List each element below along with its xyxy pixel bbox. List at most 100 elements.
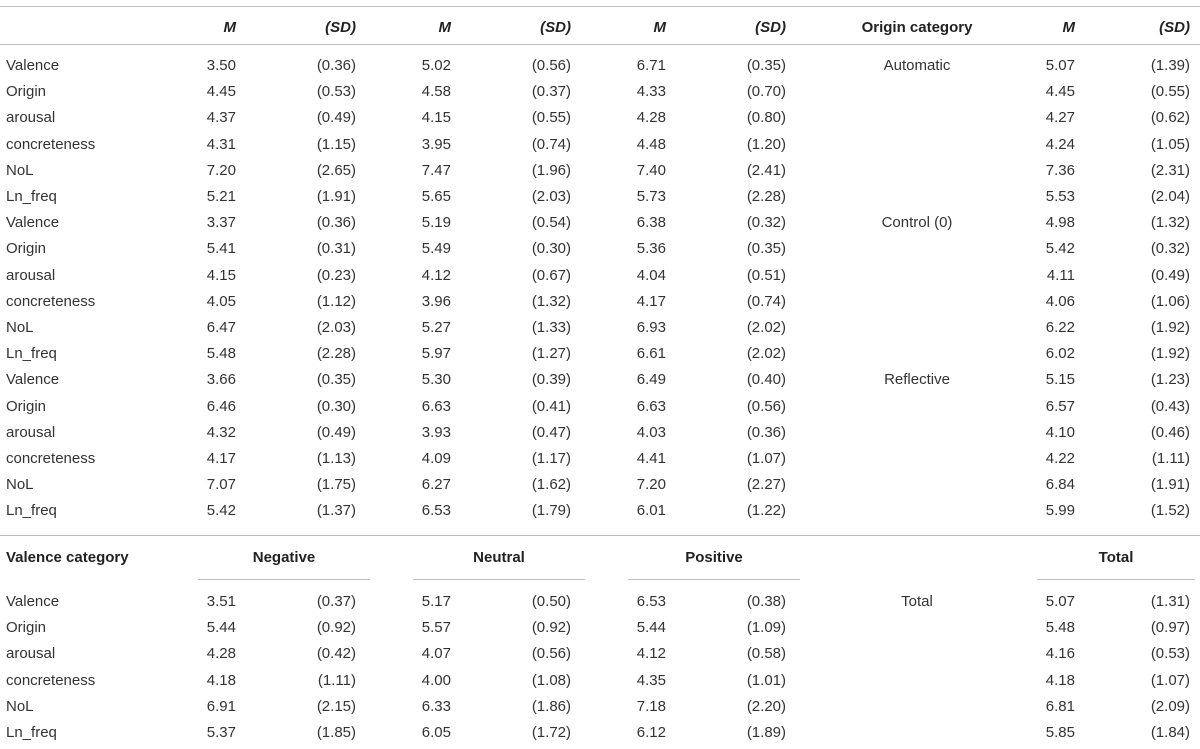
neutral-mean-cell: 5.19 bbox=[421, 214, 451, 231]
negative-mean-cell: 3.66 bbox=[206, 371, 236, 388]
valence-category-label: Valence category bbox=[6, 549, 129, 566]
header-origin-category: Origin category bbox=[861, 19, 973, 36]
negative-underline bbox=[198, 579, 370, 580]
total-sd-cell: (1.06) bbox=[1150, 293, 1190, 310]
neutral-mean-cell: 5.49 bbox=[421, 240, 451, 257]
neutral-mean-cell: 5.30 bbox=[421, 371, 451, 388]
negative-sd-cell: (1.13) bbox=[316, 450, 356, 467]
negative-sd-cell: (2.15) bbox=[316, 698, 356, 715]
neutral-sd-cell: (0.47) bbox=[531, 424, 571, 441]
neutral-mean-cell: 4.12 bbox=[421, 267, 451, 284]
neutral-sd-cell: (0.54) bbox=[531, 214, 571, 231]
row-label: concreteness bbox=[6, 293, 96, 310]
negative-sd-cell: (0.49) bbox=[316, 109, 356, 126]
category-positive: Positive bbox=[685, 549, 743, 566]
total-mean-cell: 6.22 bbox=[1045, 319, 1075, 336]
positive-sd-cell: (1.22) bbox=[746, 502, 786, 519]
row-label: Valence bbox=[6, 593, 60, 610]
positive-sd-cell: (1.07) bbox=[746, 450, 786, 467]
negative-sd-cell: (1.15) bbox=[316, 136, 356, 153]
negative-sd-cell: (1.91) bbox=[316, 188, 356, 205]
origin-category-cell: Total bbox=[901, 593, 933, 610]
total-sd-cell: (1.31) bbox=[1150, 593, 1190, 610]
total-sd-cell: (1.92) bbox=[1150, 345, 1190, 362]
negative-sd-cell: (0.92) bbox=[316, 619, 356, 636]
neutral-mean-cell: 6.53 bbox=[421, 502, 451, 519]
negative-mean-cell: 3.50 bbox=[206, 57, 236, 74]
neutral-sd-cell: (1.32) bbox=[531, 293, 571, 310]
positive-mean-cell: 4.03 bbox=[636, 424, 666, 441]
positive-mean-cell: 5.36 bbox=[636, 240, 666, 257]
neutral-sd-cell: (0.74) bbox=[531, 136, 571, 153]
neutral-sd-cell: (1.86) bbox=[531, 698, 571, 715]
positive-mean-cell: 6.53 bbox=[636, 593, 666, 610]
top-rule bbox=[0, 6, 1200, 7]
total-mean-cell: 5.42 bbox=[1045, 240, 1075, 257]
negative-mean-cell: 5.41 bbox=[206, 240, 236, 257]
neutral-sd-cell: (1.96) bbox=[531, 162, 571, 179]
negative-mean-cell: 4.28 bbox=[206, 645, 236, 662]
positive-mean-cell: 7.40 bbox=[636, 162, 666, 179]
positive-mean-cell: 6.38 bbox=[636, 214, 666, 231]
row-label: Ln_freq bbox=[6, 188, 57, 205]
total-mean-cell: 7.36 bbox=[1045, 162, 1075, 179]
negative-sd-cell: (0.42) bbox=[316, 645, 356, 662]
total-mean-cell: 5.53 bbox=[1045, 188, 1075, 205]
total-sd-cell: (1.52) bbox=[1150, 502, 1190, 519]
header-m-neutral: M bbox=[438, 19, 452, 36]
total-mean-cell: 4.27 bbox=[1045, 109, 1075, 126]
total-mean-cell: 4.11 bbox=[1046, 267, 1075, 284]
negative-mean-cell: 7.20 bbox=[206, 162, 236, 179]
positive-mean-cell: 4.35 bbox=[636, 672, 666, 689]
row-label: concreteness bbox=[6, 672, 96, 689]
negative-sd-cell: (0.31) bbox=[316, 240, 356, 257]
positive-sd-cell: (2.27) bbox=[746, 476, 786, 493]
total-mean-cell: 5.07 bbox=[1045, 593, 1075, 610]
neutral-sd-cell: (0.39) bbox=[531, 371, 571, 388]
total-sd-cell: (1.07) bbox=[1150, 672, 1190, 689]
negative-sd-cell: (2.28) bbox=[316, 345, 356, 362]
positive-sd-cell: (0.40) bbox=[746, 371, 786, 388]
row-label: Origin bbox=[6, 619, 47, 636]
negative-sd-cell: (0.35) bbox=[316, 371, 356, 388]
positive-mean-cell: 6.63 bbox=[636, 398, 666, 415]
neutral-mean-cell: 4.58 bbox=[421, 83, 451, 100]
total-mean-cell: 4.22 bbox=[1045, 450, 1075, 467]
header-sd-negative: (SD) bbox=[325, 19, 356, 36]
header-m-total: M bbox=[1062, 19, 1076, 36]
positive-mean-cell: 4.04 bbox=[636, 267, 666, 284]
negative-mean-cell: 4.31 bbox=[206, 136, 236, 153]
row-label: arousal bbox=[6, 267, 56, 284]
row-label: Origin bbox=[6, 240, 47, 257]
neutral-mean-cell: 4.07 bbox=[421, 645, 451, 662]
positive-sd-cell: (0.32) bbox=[746, 214, 786, 231]
neutral-sd-cell: (0.30) bbox=[531, 240, 571, 257]
total-sd-cell: (1.11) bbox=[1151, 450, 1190, 467]
row-label: NoL bbox=[6, 476, 34, 493]
neutral-sd-cell: (1.08) bbox=[531, 672, 571, 689]
total-mean-cell: 5.07 bbox=[1045, 57, 1075, 74]
positive-sd-cell: (0.35) bbox=[746, 57, 786, 74]
total-mean-cell: 6.84 bbox=[1045, 476, 1075, 493]
neutral-sd-cell: (1.79) bbox=[531, 502, 571, 519]
positive-sd-cell: (0.38) bbox=[746, 593, 786, 610]
total-sd-cell: (2.31) bbox=[1150, 162, 1190, 179]
total-mean-cell: 4.18 bbox=[1045, 672, 1075, 689]
negative-sd-cell: (1.85) bbox=[316, 724, 356, 741]
neutral-mean-cell: 4.00 bbox=[421, 672, 451, 689]
neutral-mean-cell: 5.17 bbox=[421, 593, 451, 610]
negative-sd-cell: (2.65) bbox=[316, 162, 356, 179]
neutral-sd-cell: (1.72) bbox=[531, 724, 571, 741]
total-sd-cell: (1.39) bbox=[1150, 57, 1190, 74]
origin-category-cell: Automatic bbox=[883, 57, 951, 74]
row-label: concreteness bbox=[6, 450, 96, 467]
positive-sd-cell: (0.51) bbox=[746, 267, 786, 284]
neutral-mean-cell: 3.95 bbox=[421, 136, 451, 153]
positive-mean-cell: 4.17 bbox=[636, 293, 666, 310]
header-sd-positive: (SD) bbox=[755, 19, 786, 36]
neutral-mean-cell: 3.93 bbox=[421, 424, 451, 441]
negative-sd-cell: (0.53) bbox=[316, 83, 356, 100]
positive-sd-cell: (0.58) bbox=[746, 645, 786, 662]
negative-sd-cell: (1.75) bbox=[316, 476, 356, 493]
total-sd-cell: (0.62) bbox=[1150, 109, 1190, 126]
